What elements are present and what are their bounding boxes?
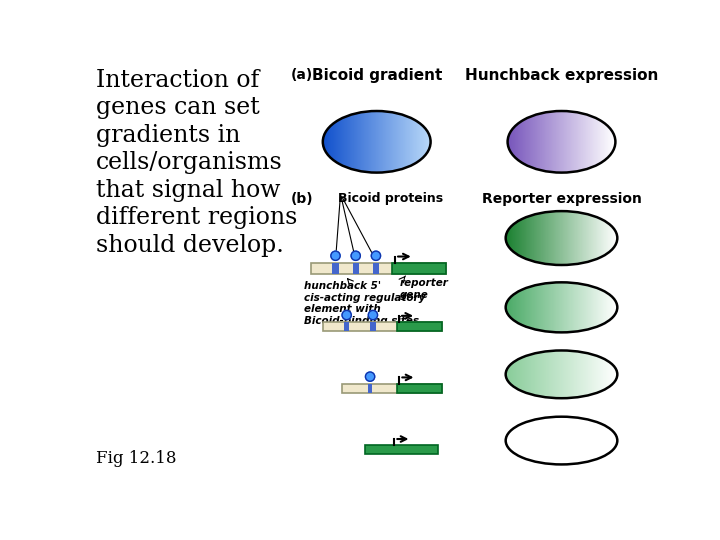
Bar xyxy=(342,383,442,393)
Bar xyxy=(311,264,446,274)
Circle shape xyxy=(366,372,374,381)
Text: Interaction of
genes can set
gradients in
cells/organisms
that signal how
differ: Interaction of genes can set gradients i… xyxy=(96,69,297,256)
Circle shape xyxy=(331,251,340,260)
Text: Bicoid proteins: Bicoid proteins xyxy=(338,192,444,205)
Text: Fig 12.18: Fig 12.18 xyxy=(96,450,176,467)
Circle shape xyxy=(351,251,360,260)
Bar xyxy=(397,322,442,331)
Text: Reporter expression: Reporter expression xyxy=(482,192,642,206)
Text: reporter
gene: reporter gene xyxy=(400,278,449,300)
Bar xyxy=(397,383,442,393)
Bar xyxy=(365,445,438,455)
Bar xyxy=(373,264,379,274)
Circle shape xyxy=(342,310,351,320)
Text: Hunchback expression: Hunchback expression xyxy=(465,68,658,83)
Ellipse shape xyxy=(505,417,617,464)
Bar xyxy=(370,322,376,331)
Text: Bicoid gradient: Bicoid gradient xyxy=(312,68,442,83)
Bar xyxy=(344,322,349,331)
Circle shape xyxy=(369,310,377,320)
Circle shape xyxy=(372,251,381,260)
Bar xyxy=(323,322,442,331)
Text: (b): (b) xyxy=(290,192,313,206)
Text: hunchback 5'
cis-acting regulatory
element with
Bicoid-binding sites: hunchback 5' cis-acting regulatory eleme… xyxy=(304,281,425,326)
Bar xyxy=(353,264,359,274)
Bar xyxy=(333,264,338,274)
Text: (a): (a) xyxy=(290,68,312,82)
Bar xyxy=(392,264,446,274)
Bar xyxy=(368,383,372,393)
